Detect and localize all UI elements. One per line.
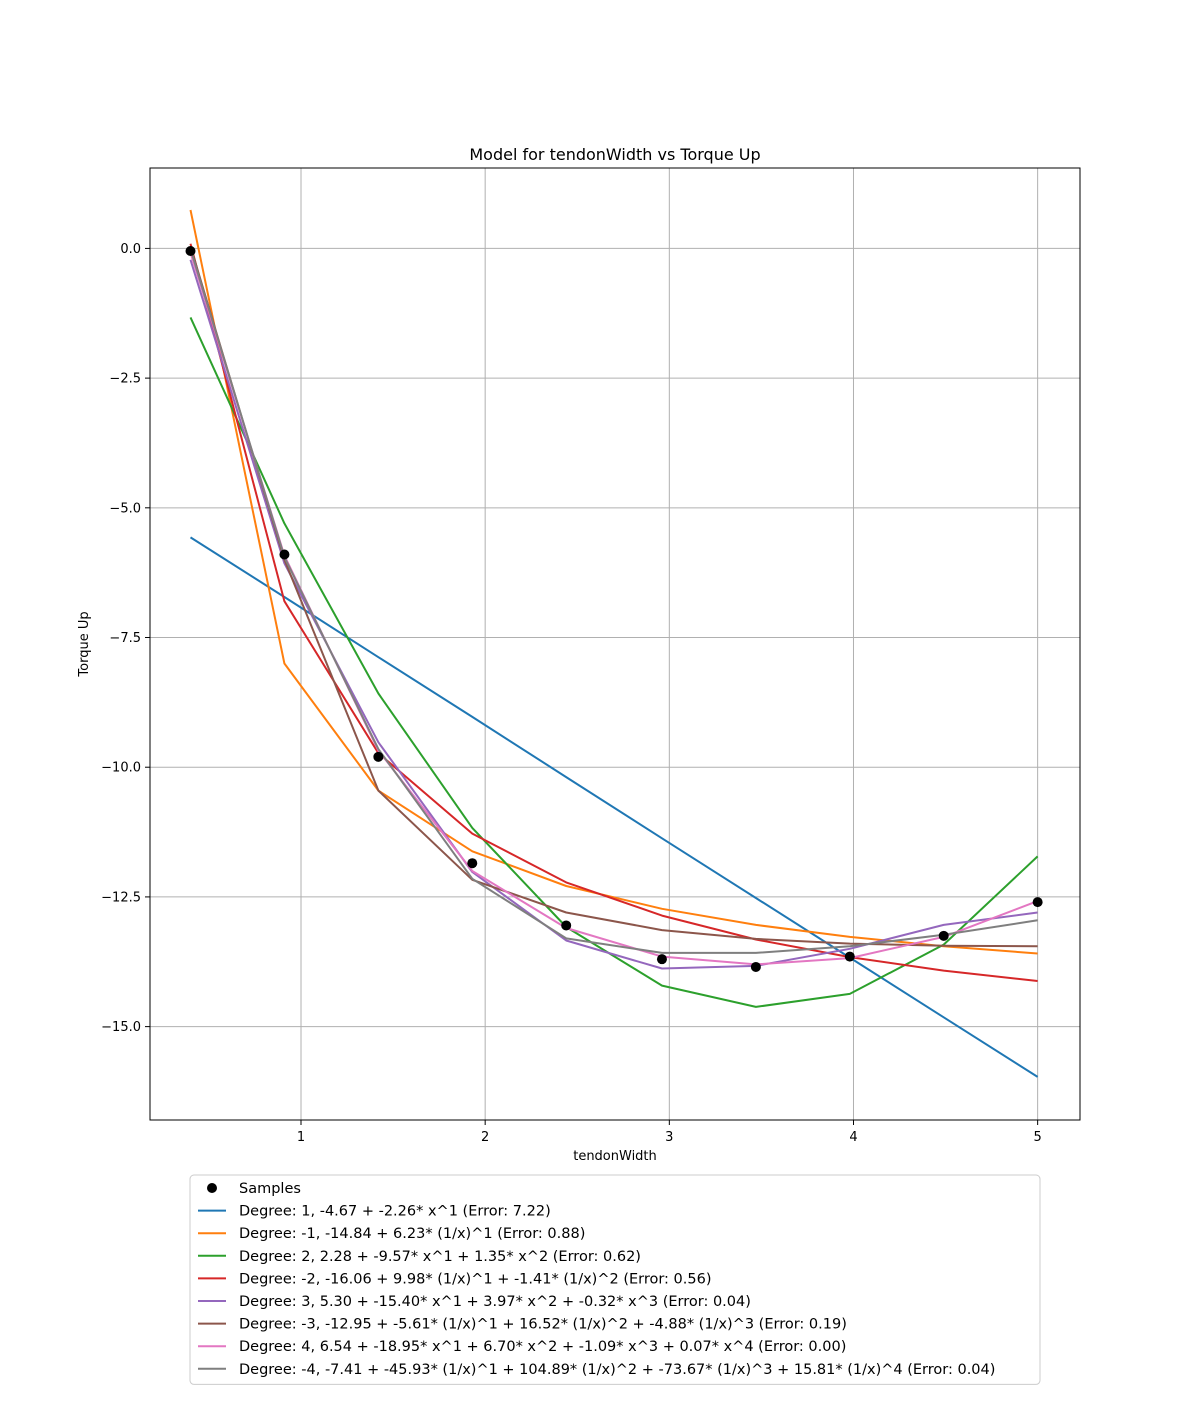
sample-point <box>938 930 949 941</box>
series-line <box>189 536 1039 1078</box>
sample-point <box>279 549 290 560</box>
legend-label: Degree: -3, -12.95 + -5.61* (1/x)^1 + 16… <box>239 1317 847 1333</box>
legend-entry: Degree: -4, -7.41 + -45.93* (1/x)^1 + 10… <box>198 1362 995 1378</box>
series-line <box>189 252 1038 966</box>
legend: Samples Degree: 1, -4.67 + -2.26* x^1 (Er… <box>189 1174 1041 1385</box>
legend-entry: Degree: -3, -12.95 + -5.61* (1/x)^1 + 16… <box>198 1317 847 1333</box>
chart-title: Model for tendonWidth vs Torque Up <box>469 145 760 164</box>
series-line <box>189 243 1038 982</box>
legend-box <box>189 1174 1041 1385</box>
y-axis: 0.0 −2.5 −5.0 −7.5 −10.0 −12.5 −15.0 <box>101 242 150 1035</box>
grid <box>150 168 1080 1120</box>
sample-point <box>467 858 478 869</box>
x-axis-label: tendonWidth <box>573 1149 657 1164</box>
x-axis: 1 2 3 4 5 <box>297 1120 1042 1145</box>
y-tick-label: −2.5 <box>109 372 141 387</box>
legend-label: Degree: -1, -14.84 + 6.23* (1/x)^1 (Erro… <box>239 1226 585 1242</box>
legend-label: Degree: -2, -16.06 + 9.98* (1/x)^1 + -1.… <box>239 1271 712 1287</box>
legend-label: Degree: 3, 5.30 + -15.40* x^1 + 3.97* x^… <box>239 1294 751 1310</box>
legend-label: Degree: 4, 6.54 + -18.95* x^1 + 6.70* x^… <box>239 1339 846 1355</box>
samples-layer <box>185 246 1043 972</box>
legend-label: Degree: -4, -7.41 + -45.93* (1/x)^1 + 10… <box>239 1362 995 1378</box>
legend-entry: Degree: 1, -4.67 + -2.26* x^1 (Error: 7.… <box>198 1204 551 1220</box>
x-tick-label: 5 <box>1034 1130 1042 1145</box>
sample-point <box>185 246 196 257</box>
legend-label: Samples <box>239 1181 301 1197</box>
series-line <box>189 248 1038 954</box>
sample-point <box>1032 897 1043 908</box>
sample-point <box>656 954 667 965</box>
sample-point <box>561 920 572 931</box>
sample-point <box>750 961 761 972</box>
legend-entry: Degree: -1, -14.84 + 6.23* (1/x)^1 (Erro… <box>198 1226 585 1242</box>
sample-point <box>373 751 384 762</box>
y-tick-label: −5.0 <box>109 501 141 516</box>
sample-point <box>844 951 855 962</box>
series-layer <box>189 209 1039 1078</box>
legend-entry: Degree: 2, 2.28 + -9.57* x^1 + 1.35* x^2… <box>198 1249 641 1265</box>
legend-entry: Degree: 3, 5.30 + -15.40* x^1 + 3.97* x^… <box>198 1294 751 1310</box>
series-line <box>189 246 1038 948</box>
legend-entry: Degree: -2, -16.06 + 9.98* (1/x)^1 + -1.… <box>198 1271 712 1287</box>
legend-label: Degree: 2, 2.28 + -9.57* x^1 + 1.35* x^2… <box>239 1249 641 1265</box>
x-tick-label: 1 <box>297 1130 305 1145</box>
plot-frame <box>149 167 1081 1121</box>
series-line <box>189 259 1038 970</box>
y-tick-label: −15.0 <box>101 1020 141 1035</box>
y-tick-label: −10.0 <box>101 761 141 776</box>
x-tick-label: 3 <box>665 1130 673 1145</box>
y-axis-label: Torque Up <box>77 611 92 677</box>
y-tick-label: −7.5 <box>109 631 141 646</box>
legend-entry: Samples <box>207 1181 301 1197</box>
series-line <box>189 209 1038 955</box>
legend-marker <box>207 1183 217 1193</box>
y-tick-label: −12.5 <box>101 890 141 905</box>
y-tick-label: 0.0 <box>120 242 141 257</box>
x-tick-label: 2 <box>481 1130 489 1145</box>
legend-entry: Degree: 4, 6.54 + -18.95* x^1 + 6.70* x^… <box>198 1339 846 1355</box>
x-tick-label: 4 <box>849 1130 857 1145</box>
legend-label: Degree: 1, -4.67 + -2.26* x^1 (Error: 7.… <box>239 1204 551 1220</box>
series-line <box>189 316 1039 1008</box>
